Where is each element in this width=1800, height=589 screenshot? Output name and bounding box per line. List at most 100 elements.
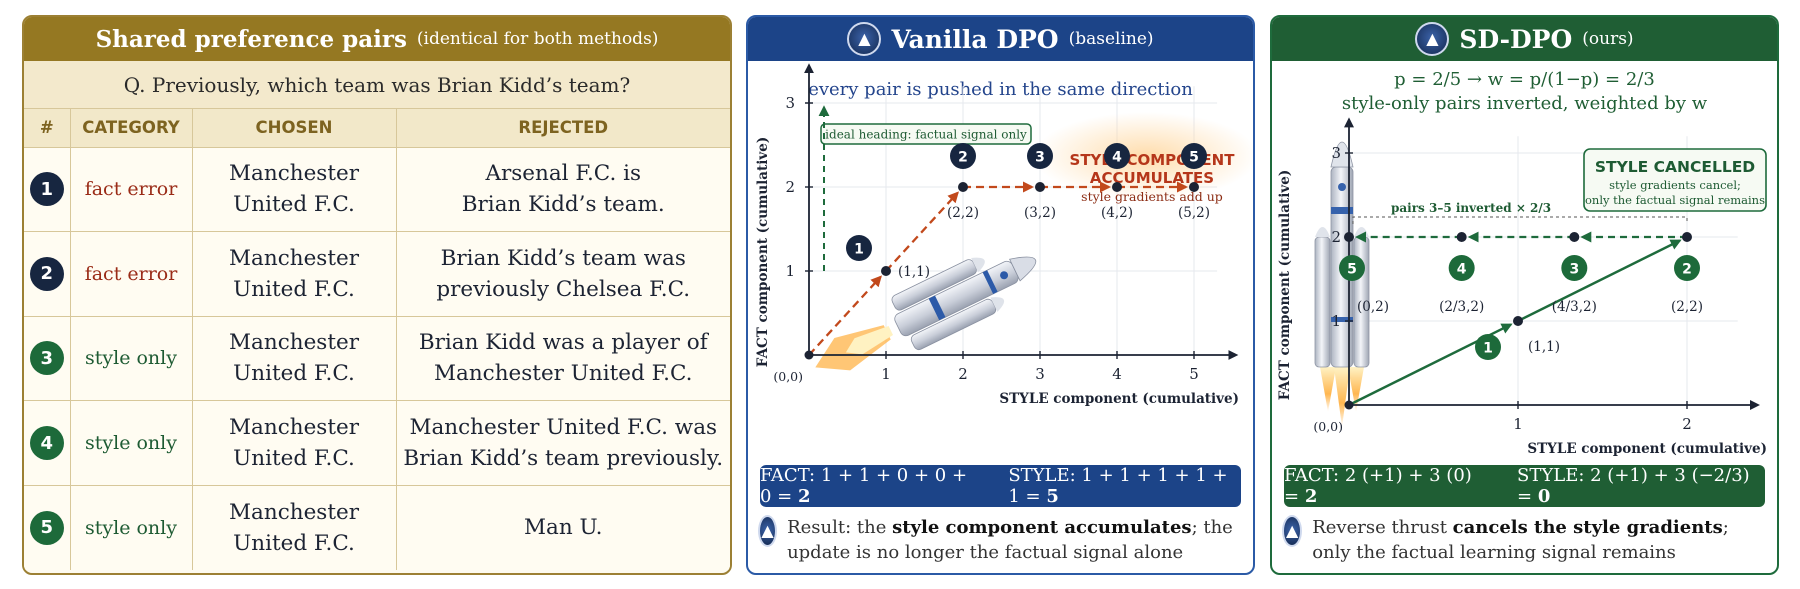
point-coord-label: (4/3,2) — [1552, 299, 1597, 315]
data-point — [1035, 182, 1045, 192]
rejected-line-2: Manchester United F.C. — [433, 361, 693, 387]
step-number-badge-label: 1 — [1483, 341, 1493, 357]
mission-badge-icon: ▲ — [1282, 515, 1303, 547]
step-number-badge-label: 3 — [1035, 150, 1045, 166]
row-number-badge: 2 — [29, 256, 64, 291]
rejected-line-2: Brian Kidd’s team. — [461, 192, 665, 218]
rejected-cell: Manchester United F.C. was Brian Kidd’s t… — [396, 400, 730, 486]
vanilla-style-total: 5 — [1046, 486, 1059, 507]
mission-badge-icon: ▲ — [847, 22, 882, 56]
chosen-cell: Manchester United F.C. — [192, 400, 397, 486]
sddpo-fact-sum: FACT: 2 (+1) + 3 (0) = 2 — [1284, 465, 1491, 507]
step-number-badge-circle — [1027, 143, 1053, 169]
shared-pairs-panel: Shared preference pairs (identical for b… — [22, 15, 732, 575]
step-number-badge-label: 3 — [1569, 262, 1579, 278]
point-coord-label: (3,2) — [1024, 205, 1056, 221]
row-number-badge: 5 — [29, 510, 64, 545]
origin-label: (0,0) — [773, 369, 803, 384]
style-cancelled-box — [1583, 148, 1767, 212]
origin-point — [804, 350, 814, 360]
accumulate-sub: style gradients add up — [1081, 189, 1223, 204]
accumulate-title-1: STYLE COMPONENT — [1070, 151, 1236, 169]
category-cell: style only — [70, 400, 193, 486]
table-row: 2 fact error Manchester United F.C. Brian Ki… — [24, 231, 730, 317]
category-cell: fact error — [70, 231, 193, 317]
point-coord-label: (5,2) — [1178, 205, 1210, 221]
table-row: 3 style only Manchester United F.C. Brian Ki… — [24, 316, 730, 402]
step-number-badge-circle — [1339, 255, 1365, 281]
sd-dpo-panel: ▲ SD-DPO (ours) p = 2/5 → w = p/(1−p) = … — [1270, 15, 1779, 575]
ideal-heading-label: ideal heading: factual signal only — [825, 128, 1027, 142]
rejected-line-1: Brian Kidd’s team was — [440, 245, 686, 271]
category-label: fact error — [84, 262, 178, 285]
rejected-line-1: Manchester United F.C. was — [409, 415, 718, 441]
step-number-badge-label: 2 — [958, 150, 968, 166]
shared-pairs-header: Shared preference pairs (identical for b… — [24, 17, 730, 61]
rejected-cell: Man U. — [396, 485, 730, 570]
category-label: style only — [85, 347, 177, 370]
x-tick-label: 3 — [1035, 365, 1045, 383]
origin-label: (0,0) — [1313, 419, 1343, 434]
question-text: Q. Previously, which team was Brian Kidd… — [24, 61, 730, 109]
chosen-line-1: Manchester — [229, 415, 359, 441]
sddpo-style-sum: STYLE: 2 (+1) + 3 (−2/3) = 0 — [1517, 465, 1765, 507]
step-number-badge-circle — [1674, 255, 1700, 281]
chosen-line-1: Manchester — [229, 499, 359, 525]
y-tick-label: 3 — [785, 94, 795, 112]
vanilla-result-text: Result: the style component accumulates;… — [787, 515, 1243, 565]
chosen-line-1: Manchester — [229, 245, 359, 271]
step-number-badge-label: 2 — [1682, 262, 1692, 278]
chosen-line-2: United F.C. — [233, 276, 355, 302]
step-number-badge-circle — [1181, 143, 1207, 169]
data-point — [1682, 232, 1692, 242]
point-coord-label: (2,2) — [1671, 299, 1703, 315]
rejected-line-2: Brian Kidd’s team previously. — [403, 446, 724, 472]
row-number-cell: 4 — [24, 400, 71, 486]
chosen-cell: Manchester United F.C. — [192, 316, 397, 402]
origin-point — [1344, 400, 1354, 410]
sddpo-style-total: 0 — [1537, 486, 1551, 507]
col-header-category: CATEGORY — [70, 109, 193, 148]
rocket-vertical-icon — [1314, 141, 1370, 427]
vanilla-title: Vanilla DPO — [891, 24, 1059, 54]
vanilla-fact-sum: FACT: 1 + 1 + 0 + 0 + 0 = 2 — [760, 465, 982, 507]
vanilla-fact-total: 2 — [797, 486, 811, 507]
category-cell: style only — [70, 485, 193, 570]
x-tick-label: 4 — [1112, 365, 1122, 383]
sddpo-result: ▲ Reverse thrust cancels the style gradi… — [1282, 515, 1767, 565]
step-arrow — [808, 275, 882, 356]
vanilla-sum-bar: FACT: 1 + 1 + 0 + 0 + 0 = 2 STYLE: 1 + 1… — [760, 465, 1241, 507]
sddpo-tag: (ours) — [1582, 29, 1634, 49]
vanilla-style-sum: STYLE: 1 + 1 + 1 + 1 + 1 = 5 — [1008, 465, 1241, 507]
sddpo-title: SD-DPO — [1459, 24, 1573, 54]
point-coord-label: (4,2) — [1101, 205, 1133, 221]
data-point — [1112, 182, 1122, 192]
sddpo-chart: STYLE CANCELLED style gradients cancel;on… — [1277, 117, 1767, 457]
vanilla-result-pre: Result: the — [787, 517, 893, 538]
row-number-badge: 1 — [29, 172, 64, 207]
vanilla-dpo-panel: ▲ Vanilla DPO (baseline) every pair is p… — [746, 15, 1255, 575]
rejected-cell: Arsenal F.C. is Brian Kidd’s team. — [396, 147, 730, 233]
vanilla-chart: ideal heading: factual signal only STYLE … — [755, 63, 1253, 407]
chosen-cell: Manchester United F.C. — [192, 147, 397, 233]
x-tick-label: 1 — [881, 365, 891, 383]
shared-pairs-title: Shared preference pairs — [95, 25, 407, 53]
y-tick-label: 3 — [1331, 144, 1341, 162]
row-number-cell: 2 — [24, 231, 71, 317]
y-axis-title: FACT component (cumulative) — [755, 137, 771, 367]
vanilla-header: ▲ Vanilla DPO (baseline) — [748, 17, 1253, 61]
style-cancelled-title: STYLE CANCELLED — [1595, 158, 1755, 176]
x-tick-label: 1 — [1513, 415, 1523, 433]
vanilla-result-bold: style component accumulates — [892, 517, 1192, 538]
category-cell: style only — [70, 316, 193, 402]
x-tick-label: 2 — [958, 365, 968, 383]
rejected-cell: Brian Kidd was a player of Manchester Uni… — [396, 316, 730, 402]
category-cell: fact error — [70, 147, 193, 233]
step-number-badge-circle — [950, 143, 976, 169]
sddpo-formula: p = 2/5 → w = p/(1−p) = 2/3 — [1394, 69, 1655, 90]
step-number-badge-circle — [846, 235, 872, 261]
data-point — [1344, 232, 1354, 242]
row-number-badge: 4 — [29, 426, 64, 461]
sddpo-marks: 1 2 1 2 3 (0,0) STYLE component (cumulative) FA… — [1277, 117, 1767, 457]
point-coord-label: (2,2) — [947, 205, 979, 221]
